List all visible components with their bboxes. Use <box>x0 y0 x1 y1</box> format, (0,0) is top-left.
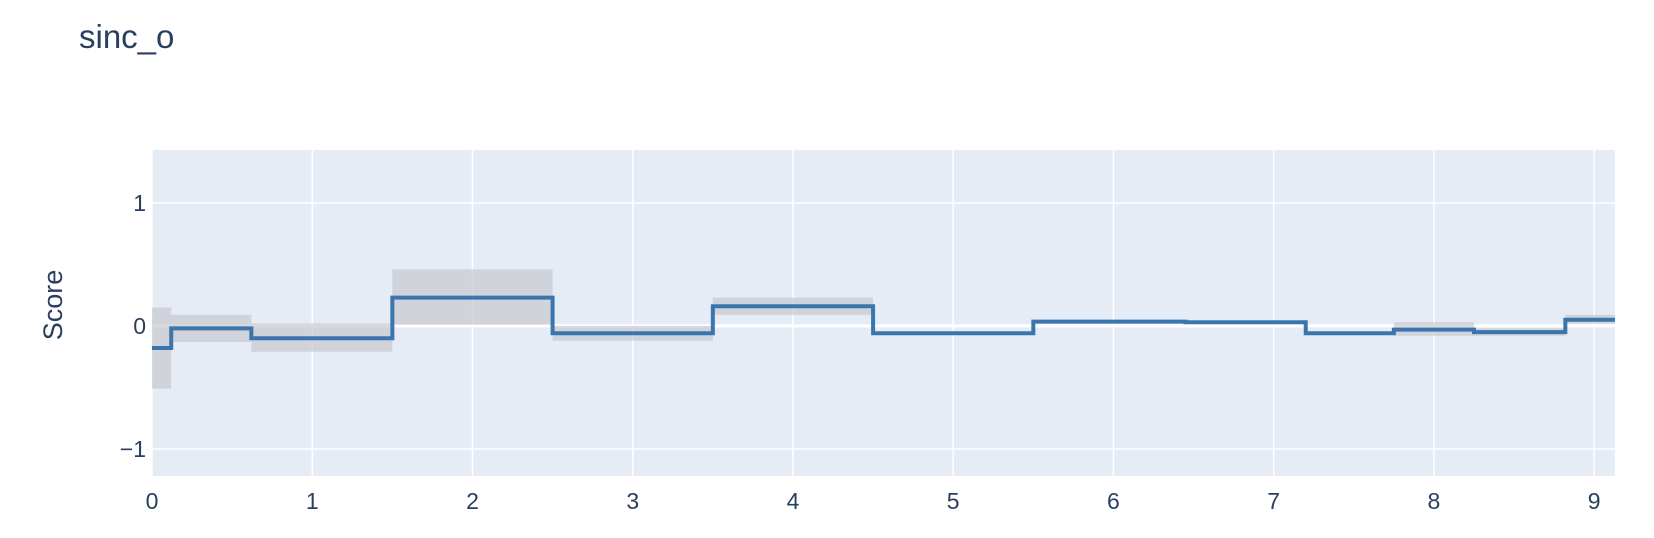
x-tick-label: 0 <box>146 488 159 514</box>
y-tick-labels: −1 0 1 <box>120 190 146 462</box>
x-tick-label: 8 <box>1428 488 1441 514</box>
score-step-line <box>152 295 1615 351</box>
plot-background <box>152 150 1615 476</box>
y-tick-label: 0 <box>133 313 146 339</box>
x-tick-label: 9 <box>1588 488 1601 514</box>
x-tick-label: 3 <box>626 488 639 514</box>
y-tick-label: −1 <box>120 436 146 462</box>
y-tick-label: 1 <box>133 190 146 216</box>
x-tick-labels: 0 1 2 3 4 5 6 7 8 9 <box>146 488 1601 514</box>
gridlines <box>151 150 1615 476</box>
x-tick-label: 1 <box>306 488 319 514</box>
y-axis-title: Score <box>38 270 68 341</box>
x-tick-label: 7 <box>1267 488 1280 514</box>
x-tick-label: 2 <box>466 488 479 514</box>
x-tick-label: 4 <box>787 488 800 514</box>
chart-title: sinc_o <box>79 18 175 55</box>
x-tick-label: 5 <box>947 488 960 514</box>
score-line-layer <box>152 295 1615 351</box>
x-tick-label: 6 <box>1107 488 1120 514</box>
